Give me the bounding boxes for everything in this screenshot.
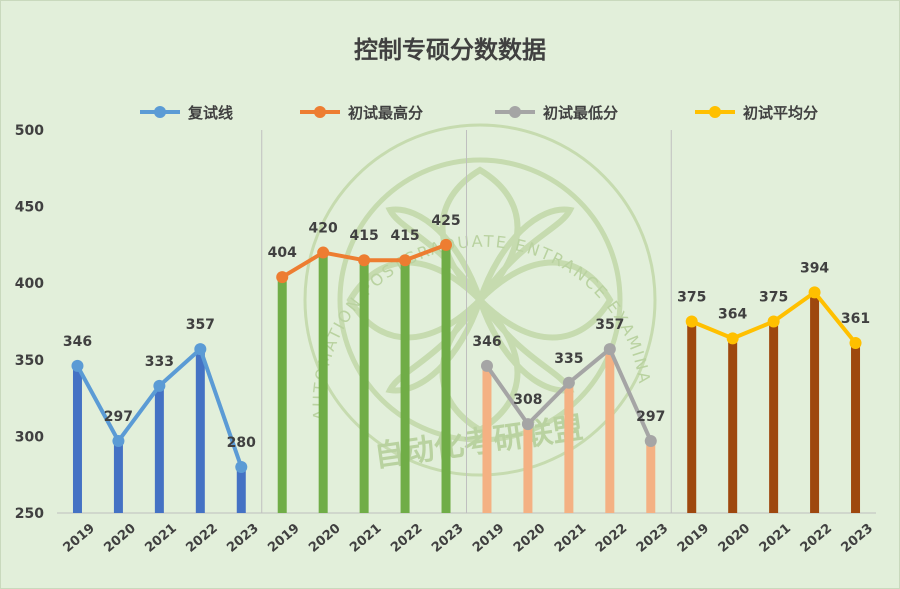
bar-3-4 xyxy=(851,342,861,513)
data-label-0-0: 346 xyxy=(63,334,92,350)
bar-2-4 xyxy=(646,440,656,513)
bar-1-1 xyxy=(318,252,328,513)
bar-1-4 xyxy=(441,244,451,513)
y-tick-label: 450 xyxy=(15,200,44,216)
bar-2-1 xyxy=(523,424,533,513)
y-tick-label: 350 xyxy=(15,353,44,369)
point-0-0 xyxy=(71,359,84,372)
y-tick-label: 250 xyxy=(15,506,44,522)
point-3-2 xyxy=(767,315,780,328)
point-2-4 xyxy=(644,434,657,447)
point-1-3 xyxy=(399,254,412,267)
y-tick-label: 400 xyxy=(15,276,44,292)
bar-1-2 xyxy=(359,260,369,513)
legend-marker-0 xyxy=(154,106,166,118)
data-label-1-2: 415 xyxy=(350,228,379,244)
legend-label-2: 初试最低分 xyxy=(543,104,618,122)
bar-2-3 xyxy=(605,349,615,513)
bar-1-3 xyxy=(400,260,410,513)
bar-0-3 xyxy=(195,349,205,513)
watermark-inner-ring xyxy=(337,157,623,443)
watermark-outer-ring xyxy=(303,123,657,477)
bar-0-2 xyxy=(154,385,164,513)
point-0-4 xyxy=(235,461,248,474)
data-label-2-4: 297 xyxy=(636,409,665,425)
chart-title: 控制专硕分数数据 xyxy=(354,36,546,64)
data-label-2-1: 308 xyxy=(513,392,542,408)
data-label-2-2: 335 xyxy=(554,351,583,367)
data-label-1-1: 420 xyxy=(309,221,338,237)
point-2-0 xyxy=(480,359,493,372)
point-3-0 xyxy=(685,315,698,328)
bar-2-0 xyxy=(482,365,492,513)
legend-marker-3 xyxy=(709,106,721,118)
data-label-3-2: 375 xyxy=(759,290,788,306)
bar-1-0 xyxy=(277,277,287,513)
data-label-1-4: 425 xyxy=(431,213,460,229)
data-labels: 346 297 333 357 280 404 420 415 415 425 346 308 335 3… xyxy=(63,213,870,451)
data-label-1-0: 404 xyxy=(268,245,297,261)
data-label-0-3: 357 xyxy=(186,317,215,333)
bar-0-4 xyxy=(236,467,246,513)
data-label-3-1: 364 xyxy=(718,306,747,322)
bar-2-2 xyxy=(564,382,574,513)
legend: 复试线 初试最高分 初试最低分 初试平均分 xyxy=(140,104,818,122)
point-1-2 xyxy=(358,254,371,267)
legend-label-1: 初试最高分 xyxy=(348,104,423,122)
point-2-2 xyxy=(562,376,575,389)
legend-label-3: 初试平均分 xyxy=(743,104,818,122)
bar-0-1 xyxy=(113,440,123,513)
axes: 250 300 350 400 450 500 xyxy=(15,123,876,522)
data-label-0-2: 333 xyxy=(145,354,174,370)
legend-label-0: 复试线 xyxy=(187,104,233,122)
data-label-2-3: 357 xyxy=(595,317,624,333)
point-1-4 xyxy=(440,238,453,251)
bar-3-2 xyxy=(769,321,779,513)
data-label-0-4: 280 xyxy=(227,435,256,451)
point-0-2 xyxy=(153,379,166,392)
bars xyxy=(72,244,861,513)
point-1-1 xyxy=(317,246,330,259)
data-label-0-1: 297 xyxy=(104,409,133,425)
bar-3-3 xyxy=(810,292,820,513)
point-2-3 xyxy=(603,343,616,356)
data-label-3-4: 361 xyxy=(841,311,870,327)
bar-0-0 xyxy=(72,365,82,513)
point-3-3 xyxy=(808,286,821,299)
point-1-0 xyxy=(276,271,289,284)
data-label-3-0: 375 xyxy=(677,290,706,306)
bar-3-0 xyxy=(687,321,697,513)
bar-3-1 xyxy=(728,338,738,513)
point-2-1 xyxy=(521,418,534,431)
data-label-2-0: 346 xyxy=(472,334,501,350)
point-3-1 xyxy=(726,332,739,345)
data-label-3-3: 394 xyxy=(800,260,829,276)
point-0-3 xyxy=(194,343,207,356)
legend-marker-2 xyxy=(509,106,521,118)
point-0-1 xyxy=(112,434,125,447)
legend-marker-1 xyxy=(314,106,326,118)
point-3-4 xyxy=(849,336,862,349)
y-tick-label: 500 xyxy=(15,123,44,139)
points xyxy=(71,238,862,474)
data-label-1-3: 415 xyxy=(390,228,419,244)
y-tick-label: 300 xyxy=(15,429,44,445)
